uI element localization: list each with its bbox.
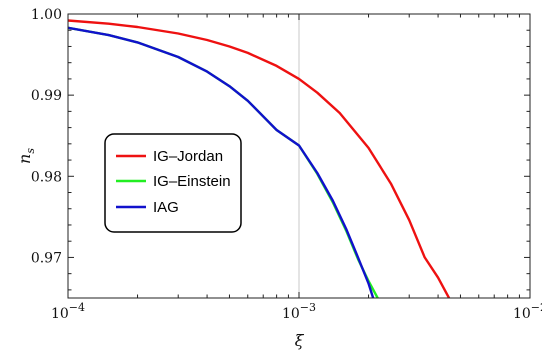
- series-group: [68, 19, 451, 298]
- legend: IG–Jordan IG–Einstein IAG: [104, 133, 242, 233]
- y-tick-label: 0.99: [31, 88, 62, 104]
- x-tick-label: 10−3: [282, 301, 316, 322]
- ticks-group: 10−4 10−3 10−2 0.97 0.98 0.99 1.00: [31, 7, 542, 322]
- legend-label-0: IG–Jordan: [153, 148, 223, 165]
- legend-label-2: IAG: [153, 199, 179, 216]
- y-tick-label: 0.97: [31, 250, 62, 266]
- y-tick-label: 0.98: [31, 169, 62, 185]
- series-line-2: [68, 26, 375, 298]
- legend-label-1: IG–Einstein: [153, 173, 231, 190]
- svg-text:ns: ns: [15, 148, 37, 164]
- series-line-0: [68, 19, 451, 298]
- x-tick-label: 10−4: [51, 301, 85, 322]
- x-tick-label: 10−2: [513, 301, 542, 322]
- y-tick-label: 1.00: [31, 7, 62, 23]
- y-axis-label-main: n: [15, 154, 34, 164]
- y-axis-label: ns: [15, 148, 37, 164]
- x-axis-label: ξ: [295, 331, 305, 350]
- y-axis-label-sub: s: [24, 148, 37, 154]
